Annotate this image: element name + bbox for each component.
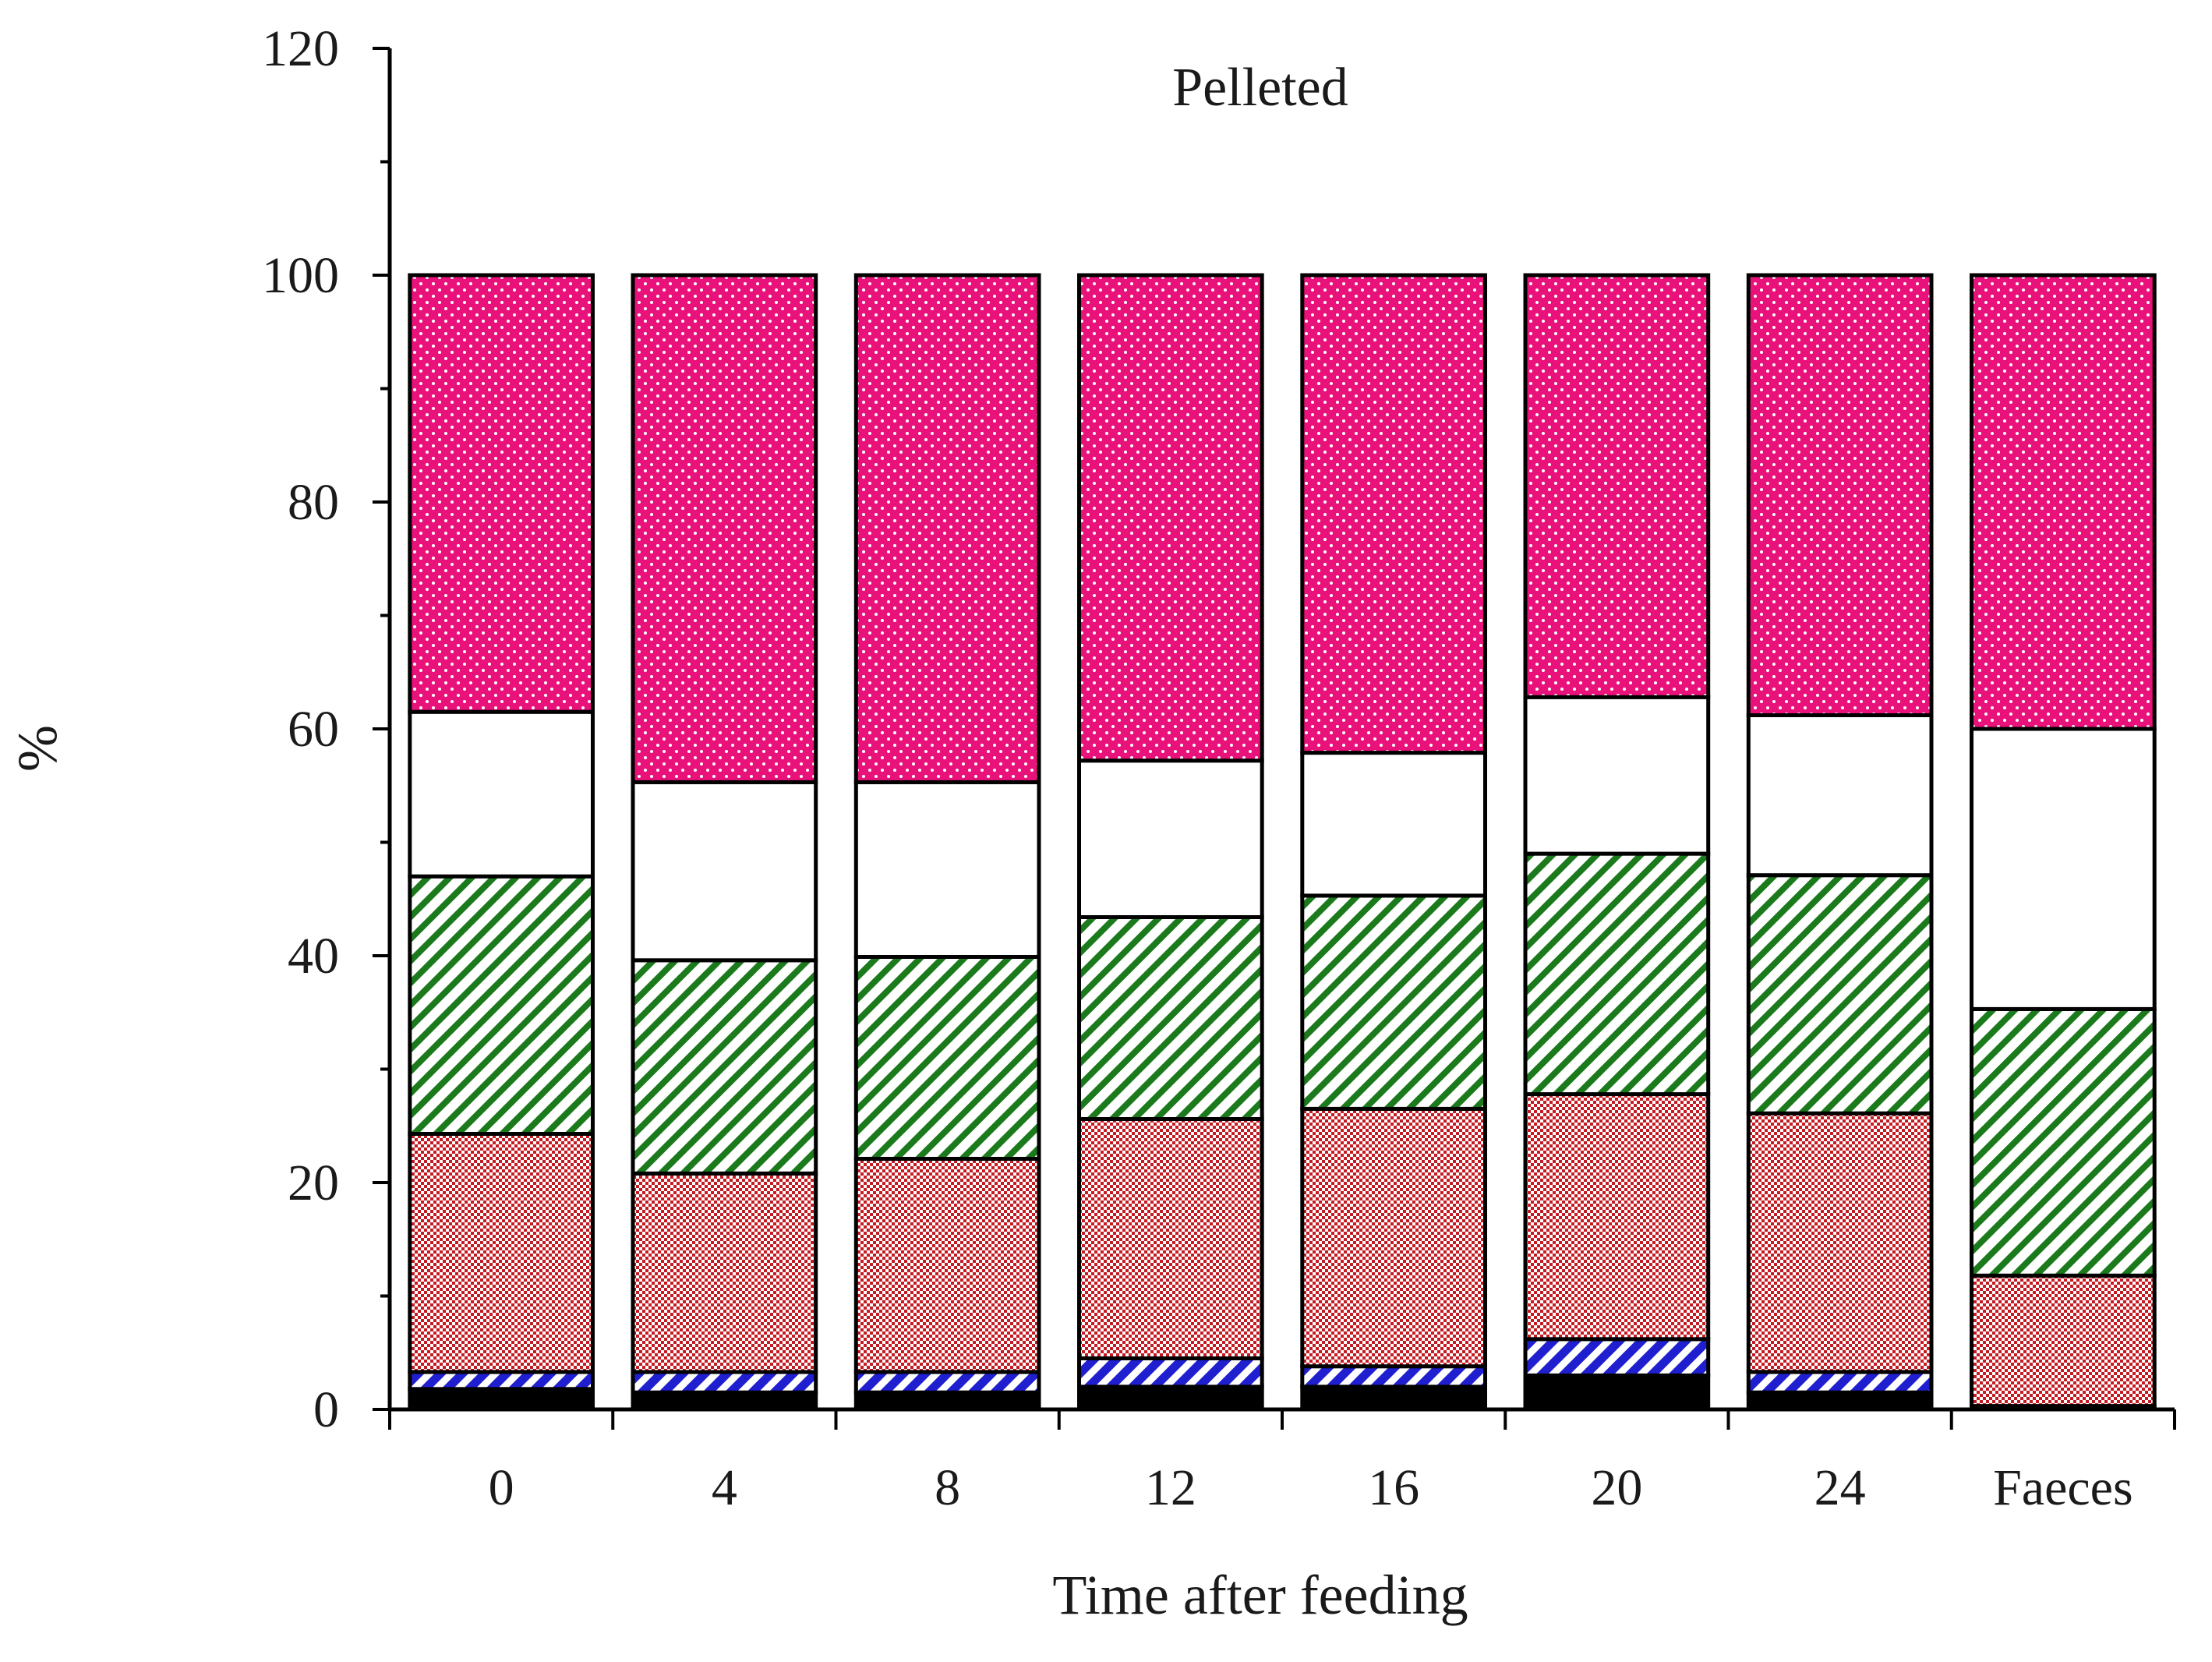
x-tick-label: 8 [935, 1459, 960, 1516]
bar-segment-3-cat-7 [1970, 1273, 2157, 1409]
bar-segment-6-cat-0 [408, 273, 595, 714]
ticks-layer: 0 20 40 60 80 100 120 0 4 8 12 16 20 24 Faeces [262, 20, 2176, 1516]
bar-segment-6-cat-3 [1077, 273, 1264, 763]
bar-segment-3-cat-3 [1077, 1117, 1264, 1360]
bar-segment-3-cat-6 [1746, 1111, 1934, 1374]
bar-segment-3-cat-5 [1523, 1092, 1711, 1342]
bar-segment-1-cat-0 [408, 1387, 595, 1412]
bar-segment-5-cat-5 [1523, 695, 1711, 856]
x-axis-title: Time after feeding [1052, 1564, 1468, 1626]
x-tick-label: Faeces [1993, 1459, 2133, 1516]
bar-segment-2-cat-6 [1746, 1370, 1934, 1395]
y-tick-label: 60 [288, 701, 339, 758]
bar-segment-5-cat-6 [1746, 713, 1934, 878]
bar-segment-5-cat-7 [1970, 727, 2157, 1011]
bar-segment-5-cat-2 [853, 780, 1041, 960]
bar-segment-1-cat-4 [1300, 1384, 1488, 1412]
x-tick-label: 24 [1814, 1459, 1866, 1516]
y-tick-label: 40 [288, 928, 339, 985]
bar-segment-2-cat-2 [853, 1370, 1041, 1395]
bar-segment-6-cat-1 [631, 273, 818, 784]
bar-segment-4-cat-3 [1077, 915, 1264, 1121]
bar-segment-4-cat-1 [631, 958, 818, 1176]
bar-segment-1-cat-2 [853, 1390, 1041, 1412]
x-tick-label: 4 [712, 1459, 737, 1516]
bar-segment-6-cat-2 [853, 273, 1041, 784]
bar-segment-4-cat-0 [408, 874, 595, 1136]
y-tick-label: 0 [313, 1381, 339, 1438]
bar-segment-1-cat-3 [1077, 1384, 1264, 1412]
x-tick-label: 0 [489, 1459, 514, 1516]
bar-segment-6-cat-5 [1523, 273, 1711, 699]
y-tick-label: 100 [262, 247, 339, 304]
bar-segment-5-cat-3 [1077, 759, 1264, 920]
bar-segment-5-cat-0 [408, 709, 595, 879]
bar-segment-1-cat-5 [1523, 1373, 1711, 1412]
bar-segment-3-cat-0 [408, 1131, 595, 1374]
y-tick-label: 120 [262, 20, 339, 77]
bar-segment-3-cat-4 [1300, 1106, 1488, 1369]
bar-segment-1-cat-6 [1746, 1390, 1934, 1412]
y-tick-label: 80 [288, 474, 339, 531]
y-tick-label: 20 [288, 1155, 339, 1211]
bar-segment-1-cat-1 [631, 1390, 818, 1412]
bar-segment-2-cat-5 [1523, 1337, 1711, 1377]
x-tick-label: 16 [1368, 1459, 1419, 1516]
bar-segment-3-cat-1 [631, 1171, 818, 1374]
x-tick-label: 20 [1591, 1459, 1642, 1516]
bar-segment-6-cat-7 [1970, 273, 2157, 731]
x-tick-label: 12 [1145, 1459, 1196, 1516]
bar-segment-4-cat-5 [1523, 851, 1711, 1097]
y-axis-title: % [6, 725, 69, 772]
chart-title: Pelleted [1172, 58, 1348, 118]
bar-segment-2-cat-4 [1300, 1364, 1488, 1389]
bar-segment-2-cat-3 [1077, 1356, 1264, 1389]
bar-segment-4-cat-7 [1970, 1006, 2157, 1278]
bar-segment-6-cat-6 [1746, 273, 1934, 717]
bars-layer [408, 273, 2157, 1412]
bar-segment-4-cat-6 [1746, 873, 1934, 1116]
bar-segment-4-cat-2 [853, 955, 1041, 1161]
bar-segment-4-cat-4 [1300, 893, 1488, 1111]
bar-segment-2-cat-1 [631, 1370, 818, 1395]
bar-segment-5-cat-1 [631, 780, 818, 963]
bar-segment-2-cat-0 [408, 1370, 595, 1391]
bar-segment-6-cat-4 [1300, 273, 1488, 755]
bar-segment-3-cat-2 [853, 1156, 1041, 1374]
bar-segment-5-cat-4 [1300, 751, 1488, 898]
